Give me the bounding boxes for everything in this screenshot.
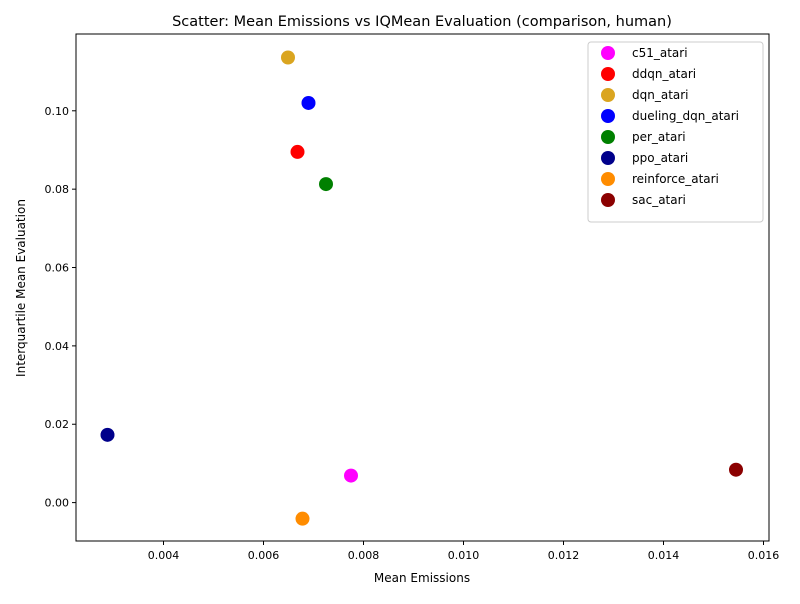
data-point-dueling_dqn_atari bbox=[301, 95, 316, 110]
x-tick-label: 0.014 bbox=[648, 549, 680, 562]
legend-marker-dqn_atari bbox=[601, 88, 615, 102]
x-tick-label: 0.010 bbox=[448, 549, 480, 562]
legend-label-reinforce_atari: reinforce_atari bbox=[632, 172, 719, 186]
data-point-dqn_atari bbox=[281, 50, 295, 65]
y-tick-label: 0.02 bbox=[45, 418, 70, 431]
data-point-c51_atari bbox=[344, 468, 358, 483]
legend-marker-reinforce_atari bbox=[601, 172, 615, 186]
legend-label-ddqn_atari: ddqn_atari bbox=[632, 67, 696, 81]
x-tick-label: 0.006 bbox=[248, 549, 280, 562]
legend-marker-c51_atari bbox=[601, 46, 615, 60]
legend-marker-per_atari bbox=[601, 130, 615, 144]
legend: c51_atari ddqn_atari dqn_atari dueling_dqn_… bbox=[587, 41, 764, 223]
legend-label-per_atari: per_atari bbox=[632, 130, 686, 144]
y-tick-label: 0.06 bbox=[45, 262, 70, 275]
x-tick-label: 0.012 bbox=[548, 549, 580, 562]
data-point-reinforce_atari bbox=[295, 511, 310, 526]
chart-title: Scatter: Mean Emissions vs IQMean Evalua… bbox=[172, 14, 672, 30]
legend-label-dueling_dqn_atari: dueling_dqn_atari bbox=[632, 109, 739, 123]
x-tick-label: 0.016 bbox=[748, 549, 780, 562]
data-point-per_atari bbox=[319, 177, 333, 192]
legend-label-ppo_atari: ppo_atari bbox=[632, 151, 688, 165]
legend-label-sac_atari: sac_atari bbox=[632, 193, 686, 207]
x-axis-label: Mean Emissions bbox=[374, 571, 470, 585]
data-point-ddqn_atari bbox=[290, 144, 305, 159]
data-point-ppo_atari bbox=[100, 427, 115, 442]
legend-box bbox=[587, 41, 764, 223]
data-point-sac_atari bbox=[729, 462, 743, 477]
y-tick-label: 0.08 bbox=[45, 183, 70, 196]
legend-label-dqn_atari: dqn_atari bbox=[632, 88, 689, 102]
y-axis-label: Interquartile Mean Evaluation bbox=[14, 199, 28, 377]
legend-label-c51_atari: c51_atari bbox=[632, 46, 688, 60]
y-tick-label: 0.04 bbox=[45, 340, 70, 353]
x-tick-label: 0.008 bbox=[348, 549, 380, 562]
legend-marker-dueling_dqn_atari bbox=[601, 109, 615, 123]
y-tick-label: 0.10 bbox=[45, 105, 70, 118]
plot-area: 0.004 0.006 0.008 0.010 0.012 0.014 0.016 0.00 0… bbox=[45, 33, 780, 562]
axes-frame bbox=[75, 33, 770, 542]
y-tick-label: 0.00 bbox=[45, 497, 70, 510]
x-tick-label: 0.004 bbox=[148, 549, 180, 562]
legend-marker-ddqn_atari bbox=[601, 67, 615, 81]
legend-marker-sac_atari bbox=[601, 193, 615, 207]
legend-marker-ppo_atari bbox=[601, 151, 615, 165]
